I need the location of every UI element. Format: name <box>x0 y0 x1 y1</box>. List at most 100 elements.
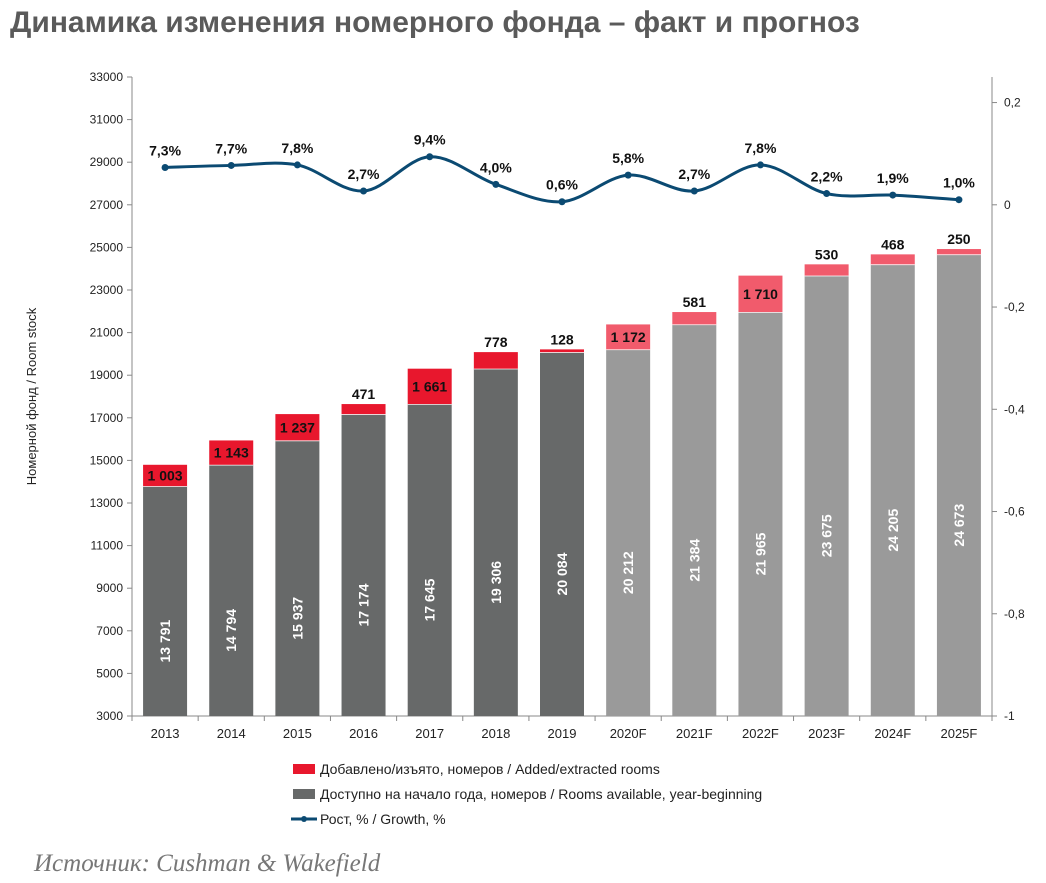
bar-rooms-added <box>143 464 188 487</box>
x-tick-label: 2023F <box>808 726 845 741</box>
bar-rooms-added <box>870 254 915 265</box>
bar-label-available: 21 965 <box>752 532 768 575</box>
y2-tick-label: 0,2 <box>1004 96 1021 110</box>
bar-label-available: 24 205 <box>885 509 901 552</box>
legend: Добавлено/изъято, номеров / Added/extrac… <box>291 761 762 827</box>
growth-label: 7,7% <box>215 140 247 156</box>
x-tick-label: 2018 <box>481 726 510 741</box>
bar-rooms-added <box>738 275 783 313</box>
x-tick-label: 2020F <box>610 726 647 741</box>
bar-label-added: 581 <box>683 294 707 310</box>
y2-tick-label: 0 <box>1004 198 1011 212</box>
bar-rooms-available <box>341 414 386 716</box>
growth-label: 5,8% <box>612 150 644 166</box>
bar-rooms-available <box>936 254 981 716</box>
bar-rooms-added <box>540 349 584 353</box>
legend-swatch-available <box>293 789 315 799</box>
bar-rooms-added <box>407 368 452 405</box>
x-tick-label: 2025F <box>940 726 977 741</box>
y-tick-label: 7000 <box>96 624 123 638</box>
y-tick-label: 13000 <box>90 496 124 510</box>
bar-label-added: 128 <box>550 331 574 347</box>
y2-tick-label: -0,4 <box>1004 402 1025 416</box>
axes: 3000 5000 7000 9000 11000 13000 15000 17000 1900… <box>24 70 1025 741</box>
legend-label-growth: Рост, % / Growth, % <box>320 811 446 827</box>
bar-rooms-added <box>936 249 981 255</box>
y2-tick-label: -0,2 <box>1004 300 1025 314</box>
y-tick-label: 27000 <box>90 198 124 212</box>
growth-point <box>889 191 897 199</box>
bar-rooms-available <box>870 264 915 716</box>
growth-label: 4,0% <box>480 159 512 175</box>
growth-label: 2,2% <box>811 169 843 185</box>
bar-label-added: 250 <box>947 231 971 247</box>
x-tick-label: 2022F <box>742 726 779 741</box>
growth-label: 7,3% <box>149 142 181 158</box>
growth-point <box>492 180 500 188</box>
growth-label: 1,0% <box>943 175 975 191</box>
y-tick-label: 33000 <box>90 70 124 84</box>
bar-label-added: 1 143 <box>214 445 249 461</box>
growth-point <box>227 161 235 169</box>
y2-tick-label: -1 <box>1004 709 1015 723</box>
growth-point <box>426 153 434 161</box>
bar-rooms-added <box>209 440 254 465</box>
bar-label-available: 19 306 <box>488 561 504 604</box>
y-tick-label: 23000 <box>90 283 124 297</box>
bar-rooms-added <box>275 414 320 441</box>
legend-label-available: Доступно на начало года, номеров / Rooms… <box>320 786 762 802</box>
growth-label: 2,7% <box>678 166 710 182</box>
bar-rooms-available <box>209 464 254 716</box>
bar-label-available: 24 673 <box>951 504 967 547</box>
bar-rooms-available <box>540 352 584 716</box>
y-tick-label: 11000 <box>91 539 124 553</box>
x-tick-label: 2015 <box>283 726 312 741</box>
bar-label-added: 1 661 <box>412 378 447 394</box>
bar-label-available: 13 791 <box>157 619 173 662</box>
growth-label: 7,8% <box>281 140 313 156</box>
bar-label-added: 1 710 <box>743 286 778 302</box>
y2-tick-label: -0,6 <box>1004 505 1025 519</box>
growth-point <box>624 171 632 179</box>
bar-rooms-available <box>606 349 651 716</box>
growth-point <box>955 196 963 204</box>
growth-point <box>823 190 831 198</box>
x-tick-label: 2014 <box>217 726 246 741</box>
bar-rooms-added <box>473 352 518 369</box>
growth-point <box>558 198 566 206</box>
bar-rooms-available <box>275 440 320 716</box>
growth-line-series: 7,3% 7,7% 7,8% 2,7% 9,4% 4,0% 0,6% 5,8% 2,7% 7,8%… <box>149 132 975 206</box>
y-tick-label: 5000 <box>96 666 123 680</box>
bar-rooms-available <box>804 275 849 716</box>
bar-label-added: 1 237 <box>280 419 315 435</box>
y-axis-label: Номерной фонд / Room stock <box>24 307 39 485</box>
bar-label-available: 15 937 <box>289 597 305 640</box>
growth-point <box>360 187 368 195</box>
bar-label-added: 530 <box>815 246 839 262</box>
x-tick-label: 2017 <box>415 726 444 741</box>
bar-label-added: 778 <box>484 334 508 350</box>
growth-label: 0,6% <box>546 177 578 193</box>
bar-label-available: 20 084 <box>554 552 570 595</box>
growth-point <box>756 161 764 169</box>
legend-swatch-growth-dot <box>301 816 307 822</box>
legend-swatch-added <box>293 764 315 774</box>
y2-tick-label: -0,8 <box>1004 607 1025 621</box>
y-tick-label: 29000 <box>90 155 124 169</box>
bar-label-available: 17 174 <box>356 583 372 626</box>
bar-rooms-added <box>672 312 717 325</box>
bar-rooms-added <box>606 324 651 350</box>
bar-rooms-available <box>407 404 452 716</box>
bar-rooms-added <box>804 264 849 276</box>
bar-rooms-available <box>473 368 518 716</box>
y-tick-label: 31000 <box>90 113 124 127</box>
bar-label-added: 468 <box>881 236 905 252</box>
bar-rooms-added <box>341 404 386 415</box>
chart-title: Динамика изменения номерного фонда – фак… <box>10 6 860 39</box>
growth-point <box>690 187 698 195</box>
x-tick-label: 2013 <box>151 726 180 741</box>
bar-label-added: 1 172 <box>611 329 646 345</box>
growth-point <box>161 163 169 171</box>
bar-label-available: 17 645 <box>422 578 438 621</box>
y-tick-label: 19000 <box>90 368 124 382</box>
